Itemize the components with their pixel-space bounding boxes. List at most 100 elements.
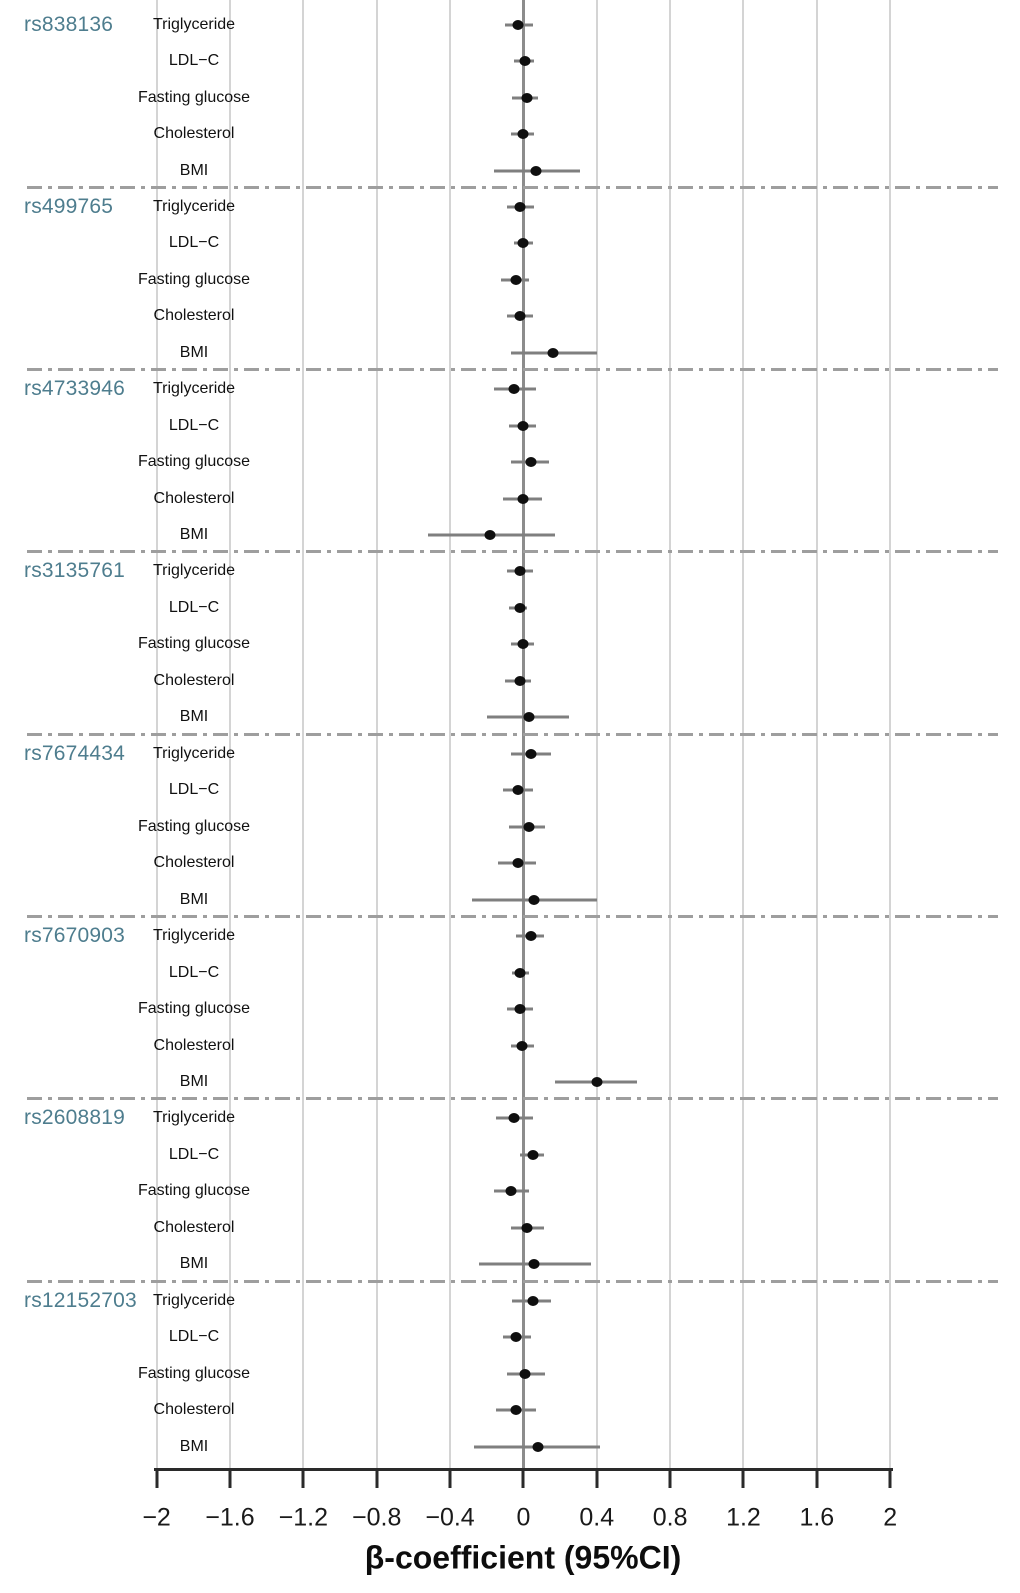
- x-tick-label: 1.2: [726, 1503, 761, 1532]
- x-tick-label: 0.4: [579, 1503, 615, 1532]
- trait-label: Triglyceride: [152, 197, 236, 215]
- point-estimate: [514, 566, 526, 577]
- point-estimate: [510, 1332, 522, 1343]
- point-estimate: [517, 238, 529, 249]
- trait-label: Triglyceride: [152, 15, 236, 33]
- point-estimate: [514, 675, 526, 686]
- x-tick-label: −2: [142, 1503, 171, 1532]
- point-estimate: [514, 602, 526, 613]
- snp-label: rs7670903: [24, 924, 126, 947]
- snp-label: rs3135761: [24, 559, 126, 583]
- x-axis-tick: [741, 1469, 745, 1488]
- group-separator: [27, 550, 998, 554]
- trait-label: Fasting glucose: [137, 1182, 251, 1200]
- trait-label: Cholesterol: [153, 1036, 235, 1054]
- snp-label: rs4733946: [24, 377, 126, 401]
- trait-label: Fasting glucose: [137, 270, 251, 288]
- point-estimate: [484, 530, 496, 541]
- trait-label: LDL−C: [168, 52, 220, 69]
- point-estimate: [530, 165, 542, 176]
- x-axis-tick: [668, 1469, 672, 1488]
- point-estimate: [527, 1149, 539, 1160]
- group-separator: [27, 368, 998, 372]
- point-estimate: [514, 201, 526, 212]
- x-axis-tick: [228, 1469, 232, 1488]
- point-estimate: [514, 1004, 526, 1014]
- point-estimate: [527, 1295, 539, 1306]
- trait-label: Fasting glucose: [137, 1000, 251, 1017]
- trait-label: Fasting glucose: [137, 88, 251, 106]
- group-separator: [27, 1279, 998, 1283]
- trait-label: BMI: [179, 708, 209, 726]
- point-estimate: [508, 1113, 520, 1124]
- x-tick-label: 1.6: [799, 1503, 835, 1532]
- trait-label: Fasting glucose: [137, 453, 251, 471]
- x-tick-label: −0.8: [351, 1503, 402, 1532]
- x-axis-tick: [521, 1469, 525, 1488]
- snp-label: rs7674434: [24, 741, 126, 765]
- point-estimate: [510, 274, 522, 285]
- x-axis-tick: [815, 1469, 819, 1488]
- point-estimate: [505, 1186, 517, 1197]
- point-estimate: [517, 493, 529, 504]
- trait-label: Fasting glucose: [137, 1364, 251, 1382]
- trait-label: BMI: [179, 1437, 209, 1455]
- x-axis-tick: [888, 1469, 892, 1488]
- group-separator: [27, 915, 998, 918]
- trait-label: Cholesterol: [153, 125, 235, 142]
- trait-label: Triglyceride: [152, 380, 236, 398]
- point-estimate: [528, 1259, 540, 1270]
- x-axis-tick: [448, 1469, 452, 1488]
- x-axis-tick: [375, 1469, 379, 1488]
- x-tick-label: −0.4: [425, 1503, 475, 1532]
- point-estimate: [512, 19, 524, 30]
- trait-label: BMI: [179, 890, 209, 908]
- point-estimate: [519, 1368, 531, 1379]
- trait-label: LDL−C: [168, 1145, 220, 1163]
- trait-label: BMI: [179, 1255, 209, 1273]
- point-estimate: [525, 748, 537, 759]
- x-axis-tick: [595, 1469, 599, 1488]
- point-estimate: [516, 1040, 528, 1051]
- trait-label: Triglyceride: [152, 562, 236, 580]
- group-separator: [27, 1097, 998, 1101]
- point-estimate: [510, 1405, 522, 1416]
- trait-label: Triglyceride: [152, 744, 236, 762]
- point-estimate: [523, 712, 535, 723]
- x-tick-label: 0: [516, 1503, 531, 1532]
- trait-label: Cholesterol: [153, 854, 235, 872]
- trait-label: LDL−C: [168, 416, 220, 434]
- x-tick-label: 0.8: [652, 1503, 688, 1532]
- trait-label: Fasting glucose: [137, 635, 251, 653]
- trait-label: LDL−C: [168, 598, 220, 616]
- point-estimate: [508, 384, 520, 395]
- point-estimate: [525, 931, 537, 941]
- point-estimate: [523, 821, 535, 832]
- trait-label: BMI: [179, 161, 209, 179]
- snp-label: rs499765: [24, 194, 114, 218]
- point-estimate: [521, 92, 533, 103]
- x-tick-label: −1.2: [278, 1503, 328, 1532]
- trait-label: LDL−C: [168, 963, 220, 981]
- group-separator: [27, 732, 998, 736]
- x-axis-title: β-coefficient (95%CI): [364, 1539, 682, 1576]
- point-estimate: [517, 420, 529, 431]
- x-axis-tick: [155, 1469, 159, 1488]
- point-estimate: [525, 457, 537, 468]
- trait-label: Fasting glucose: [137, 817, 251, 835]
- point-estimate: [514, 967, 526, 978]
- point-estimate: [519, 56, 531, 66]
- point-estimate: [512, 858, 524, 869]
- trait-label: LDL−C: [168, 234, 220, 252]
- point-estimate: [591, 1077, 603, 1087]
- trait-label: LDL−C: [168, 781, 220, 799]
- trait-label: Cholesterol: [153, 671, 235, 689]
- trait-label: BMI: [179, 343, 209, 361]
- x-tick-label: 2: [883, 1503, 898, 1532]
- point-estimate: [517, 129, 529, 139]
- trait-label: Cholesterol: [153, 489, 235, 507]
- x-tick-label: −1.6: [205, 1503, 255, 1532]
- trait-label: Cholesterol: [153, 1218, 235, 1236]
- group-separator: [27, 185, 998, 189]
